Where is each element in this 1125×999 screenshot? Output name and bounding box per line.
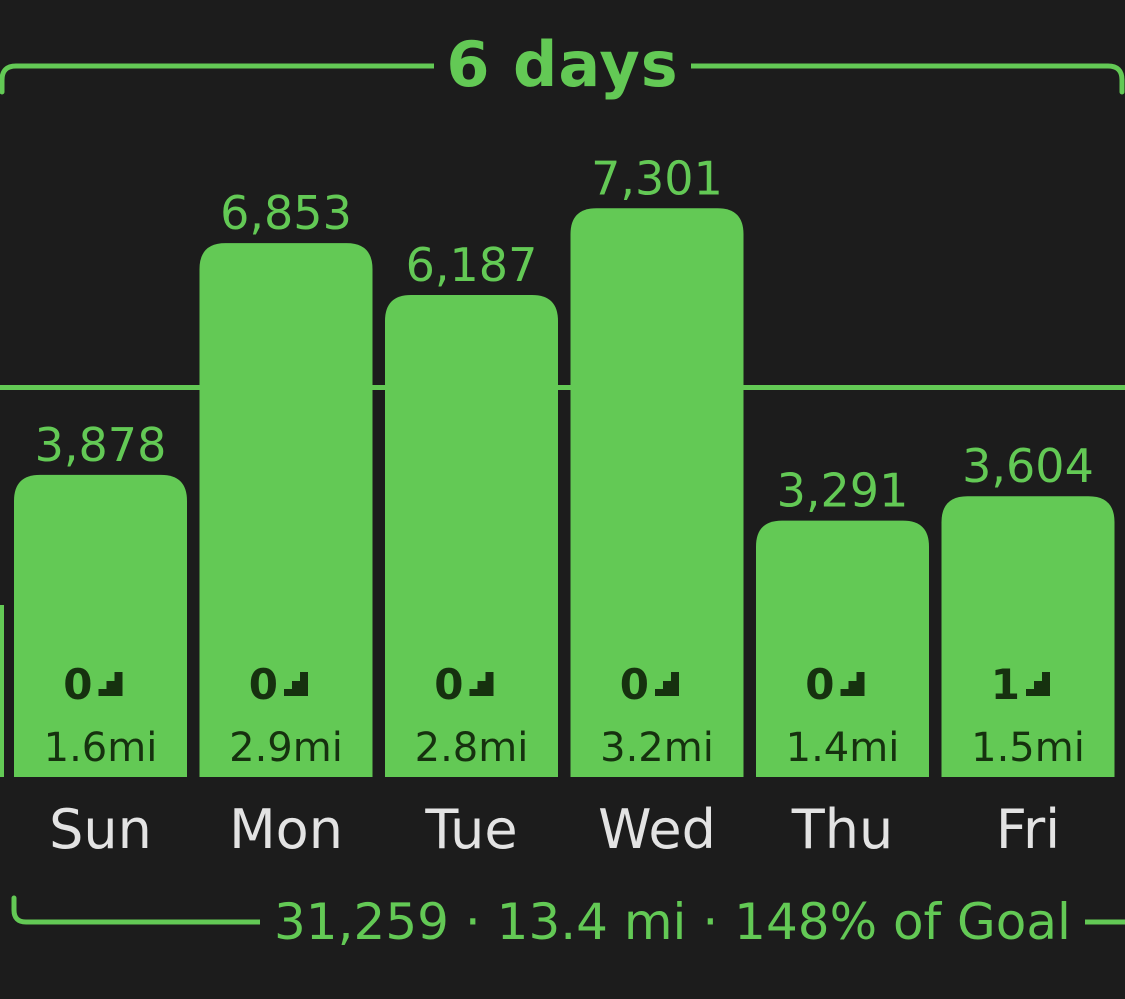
day-label-sun: Sun — [49, 798, 152, 861]
flights-label-wed: 0 — [620, 660, 649, 709]
distance-label-tue: 2.8mi — [415, 725, 529, 771]
bar-fri — [941, 496, 1115, 777]
distance-label-wed: 3.2mi — [600, 725, 714, 771]
bars-layer: 3,878 0 1.6mi Sun 6,853 0 2.9mi Mon 6,187 0 2.8mi T… — [14, 151, 1115, 861]
stairs-icon — [655, 672, 679, 696]
distance-label-thu: 1.4mi — [786, 725, 900, 771]
value-label-wed: 7,301 — [591, 151, 723, 205]
value-label-sun: 3,878 — [35, 418, 167, 472]
flights-label-mon: 0 — [249, 660, 278, 709]
value-label-mon: 6,853 — [220, 186, 352, 240]
bar-sun — [14, 474, 187, 777]
bar-tue — [385, 295, 558, 777]
day-label-wed: Wed — [598, 798, 716, 861]
day-label-tue: Tue — [424, 798, 517, 861]
distance-label-mon: 2.9mi — [229, 725, 343, 771]
stairs-icon — [840, 672, 865, 696]
bar-wed — [570, 208, 744, 778]
stairs-icon — [1026, 672, 1050, 696]
stairs-icon — [98, 672, 123, 696]
bar-thu — [756, 520, 929, 777]
stairs-icon — [469, 672, 494, 696]
flights-label-thu: 0 — [805, 660, 834, 709]
previous-bar-edge — [0, 605, 4, 777]
value-label-thu: 3,291 — [777, 464, 909, 518]
day-label-fri: Fri — [996, 798, 1060, 861]
flights-label-sun: 0 — [63, 660, 92, 709]
day-label-thu: Thu — [791, 798, 893, 861]
distance-label-fri: 1.5mi — [971, 725, 1085, 771]
value-label-fri: 3,604 — [962, 439, 1094, 493]
stairs-icon — [284, 672, 308, 696]
bar-mon — [199, 243, 373, 777]
flights-label-tue: 0 — [434, 660, 463, 709]
header-bracket — [0, 63, 1125, 95]
day-label-mon: Mon — [229, 798, 343, 861]
footer-bracket — [11, 895, 1125, 925]
distance-label-sun: 1.6mi — [44, 725, 158, 771]
value-label-tue: 6,187 — [406, 238, 538, 292]
flights-label-fri: 1 — [991, 660, 1020, 709]
